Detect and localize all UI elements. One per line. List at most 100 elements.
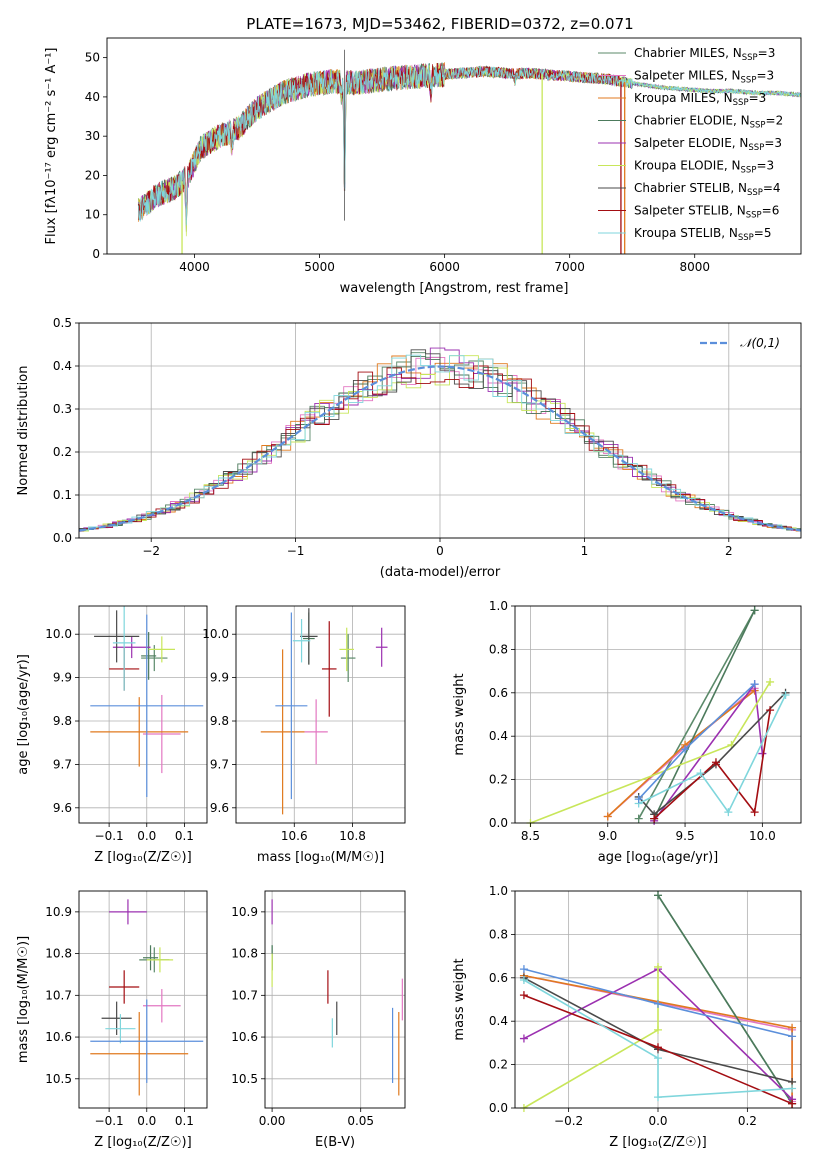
- axes-frame: [78, 605, 208, 824]
- gridlines: [79, 606, 207, 823]
- weight-marker: [654, 1093, 662, 1102]
- weight-marker: [519, 965, 528, 974]
- legend-label: Chabrier MILES, NSSP=3: [634, 46, 775, 63]
- x-tick-label: −0.2: [554, 1114, 583, 1128]
- x-axis-label: Z [log₁₀(Z/Z☉)]: [94, 850, 191, 865]
- weight-marker: [654, 891, 662, 900]
- weight-marker: [696, 769, 705, 778]
- y-tick-label: 9.9: [210, 671, 229, 685]
- y-tick-label: 0.6: [489, 686, 508, 700]
- error-cross-kroupa-miles: [90, 1012, 189, 1096]
- age-vs-mass-panel: 10.6 10.8 9.6 9.7 9.8 9.9 10.0 mass [log₁₀(M/M☉…: [202, 605, 406, 865]
- y-tick-label: 10.6: [45, 1030, 72, 1044]
- y-tick-label: 9.7: [210, 757, 229, 771]
- legend-label: Salpeter STELIB, NSSP=6: [634, 204, 779, 221]
- legend-suffix: =3: [756, 69, 774, 83]
- legend-label: Kroupa ELODIE, NSSP=3: [634, 159, 774, 176]
- error-cross-chabrier-elodie: [141, 632, 157, 680]
- weight-lines: [519, 891, 797, 1112]
- y-tick-label: 1.0: [489, 884, 508, 898]
- error-bars: [260, 608, 388, 815]
- y-tick-label: 9.8: [210, 714, 229, 728]
- weight-marker: [724, 808, 733, 817]
- y-tick-label: 9.9: [53, 671, 72, 685]
- error-cross-kroupa-miles: [260, 649, 305, 815]
- y-tick-label: 0.5: [53, 316, 72, 330]
- weight-marker: [750, 808, 759, 817]
- y-tick-label: 0.1: [53, 488, 72, 502]
- histogram-chabrier-stelib: [79, 349, 801, 532]
- legend-label: Salpeter MILES, NSSP=3: [634, 69, 774, 86]
- x-axis-label: Z [log₁₀(Z/Z☉)]: [609, 1135, 706, 1150]
- weight-line-chabrier-miles: [638, 609, 756, 820]
- weight-line-kroupa-stelib: [638, 694, 787, 814]
- legend-suffix: =5: [754, 226, 772, 240]
- x-tick-label: 0.00: [259, 1114, 286, 1128]
- x-tick-label: 2: [725, 544, 733, 558]
- x-tick-label: 0.2: [738, 1114, 757, 1128]
- y-tick-label: 0.2: [489, 773, 508, 787]
- axes-frame: [106, 37, 802, 255]
- legend-subscript: SSP: [746, 211, 762, 221]
- y-tick-label: 10.0: [45, 627, 72, 641]
- error-cross-kroupa-elodie: [146, 947, 174, 973]
- x-axis-label: E(B-V): [315, 1135, 355, 1150]
- weight-line-salpeter-stelib: [653, 710, 771, 820]
- x-tick-label: 5000: [304, 260, 335, 274]
- weight-marker: [788, 1023, 797, 1032]
- weight-line-kroupa-stelib: [523, 979, 793, 1099]
- spectrum-legend: Chabrier MILES, NSSP=3 Salpeter MILES, NS…: [598, 46, 783, 243]
- error-cross-kroupa-stelib: [292, 619, 311, 663]
- error-cross-chabrier-stelib: [101, 1001, 132, 1035]
- weight-marker: [750, 680, 759, 689]
- x-tick-label: 10.0: [749, 829, 776, 843]
- gridlines: [265, 891, 405, 1108]
- y-tick-label: 9.7: [53, 757, 72, 771]
- legend-label: Kroupa STELIB, NSSP=5: [634, 226, 772, 243]
- error-cross-salpeter-miles: [143, 694, 181, 774]
- y-tick-label: 9.8: [53, 714, 72, 728]
- weight-marker: [766, 677, 775, 686]
- error-cross-chabrier-elodie: [143, 945, 159, 971]
- spectrum-panel: 4000 5000 6000 7000 8000 0 10 20 30 40 50 wavelengt…: [44, 37, 802, 296]
- x-tick-label: 8000: [679, 260, 710, 274]
- y-axis-label: mass weight: [452, 958, 467, 1040]
- gridlines: [236, 606, 405, 823]
- error-cross-salpeter-stelib: [321, 621, 337, 717]
- error-cross-kroupa-elodie: [148, 636, 175, 663]
- legend-subscript: SSP: [748, 143, 764, 153]
- figure-title: PLATE=1673, MJD=53462, FIBERID=0372, z=0…: [246, 15, 633, 33]
- error-cross-kroupa-stelib: [105, 1014, 136, 1044]
- weight-marker: [654, 999, 662, 1008]
- y-tick-label: 9.6: [53, 801, 72, 815]
- y-tick-label: 30: [85, 129, 100, 143]
- legend-subscript: SSP: [750, 121, 766, 131]
- legend-suffix: =3: [749, 91, 767, 105]
- weight-marker: [788, 1099, 797, 1108]
- weight-marker: [654, 962, 662, 971]
- x-tick-label: 10.6: [281, 829, 308, 843]
- weight-marker: [650, 814, 659, 823]
- legend-suffix: =2: [766, 114, 784, 128]
- x-tick-label: 10.8: [339, 829, 366, 843]
- gridlines: [79, 891, 207, 1108]
- error-bars: [90, 606, 204, 797]
- weight-marker: [603, 812, 612, 821]
- legend-subscript: SSP: [741, 76, 757, 86]
- error-cross-gaussian: [90, 999, 204, 1083]
- y-tick-label: 0.4: [489, 1014, 508, 1028]
- x-tick-label: 7000: [554, 260, 585, 274]
- y-tick-label: 10.0: [202, 627, 229, 641]
- weight-line-chabrier-elodie: [657, 894, 793, 1105]
- error-cross-kroupa-elodie: [339, 627, 355, 672]
- x-tick-label: −1: [287, 544, 305, 558]
- legend-subscript: SSP: [741, 166, 757, 176]
- weight-marker: [750, 606, 759, 615]
- weight-marker: [519, 975, 528, 984]
- weight-marker: [519, 1034, 528, 1043]
- y-tick-label: 40: [85, 90, 100, 104]
- x-tick-label: 0.0: [648, 1114, 667, 1128]
- x-tick-label: 0.0: [137, 829, 156, 843]
- weight-marker: [654, 1054, 662, 1063]
- histograms: [79, 347, 801, 533]
